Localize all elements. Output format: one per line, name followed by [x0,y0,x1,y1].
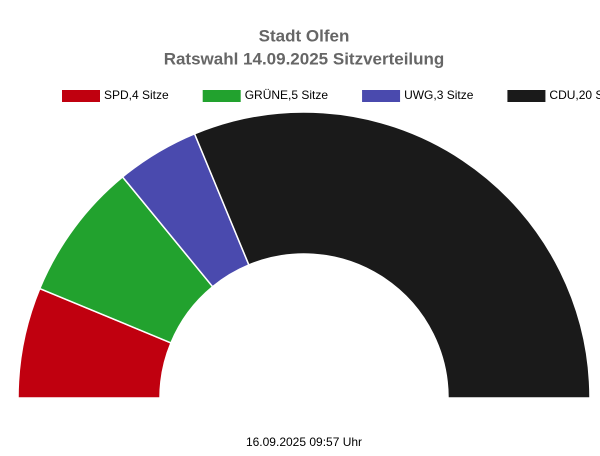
legend-label: UWG,3 Sitze [404,88,474,102]
segment [193,111,591,399]
legend-swatch [62,90,100,102]
legend-label: GRÜNE,5 Sitze [245,88,329,102]
legend-swatch [362,90,401,102]
plot [17,111,591,399]
legend-label: CDU,20 Sitze [549,88,600,102]
legend-swatch [507,90,546,102]
chart-subtitle: Ratswahl 14.09.2025 Sitzverteilung [164,49,445,68]
legend: SPD,4 Sitze GRÜNE,5 Sitze UWG,3 Sitze CDU,2… [62,88,600,102]
chart-title: Stadt Olfen [259,26,350,45]
footer: 16.09.2025 09:57 Uhr [246,435,362,449]
legend-swatch [202,90,241,102]
legend-label: SPD,4 Sitze [104,88,169,102]
